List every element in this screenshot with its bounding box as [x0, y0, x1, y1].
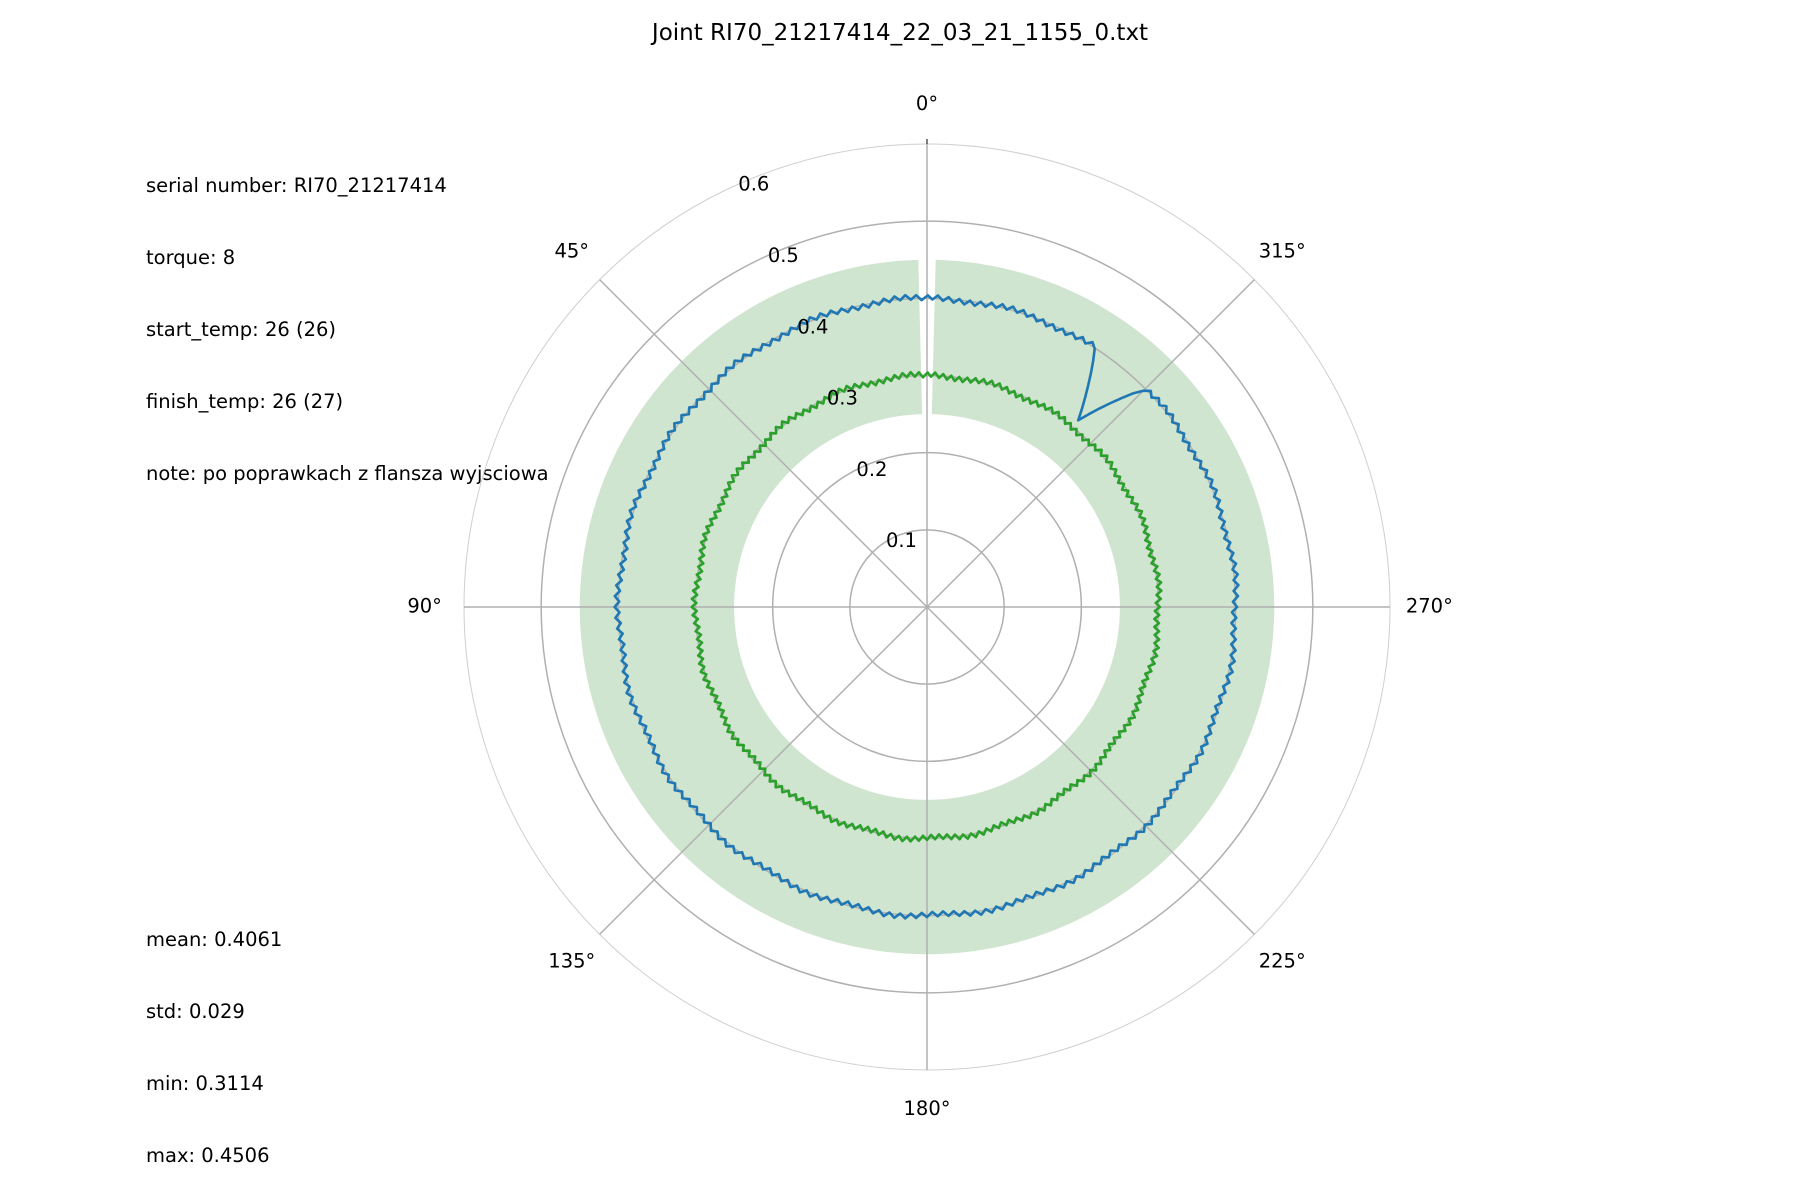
max-text: max: 0.4506 [146, 1144, 270, 1167]
angular-gridline [926, 279, 1255, 608]
note-text: note: po poprawkach z flansza wyjsciowa [146, 462, 549, 485]
radial-tick-label: 0.4 [797, 315, 828, 338]
theta-tick-label: 180° [904, 1097, 951, 1120]
info-panel-top: serial number: RI70_21217414 torque: 8 s… [146, 126, 549, 510]
theta-tick-label: 225° [1259, 950, 1306, 973]
theta-tick-label: 90° [407, 595, 442, 618]
polar-grid [463, 143, 1391, 1071]
radial-tick-label: 0.5 [768, 244, 799, 267]
serial-number-text: serial number: RI70_21217414 [146, 174, 447, 197]
theta-tick-label: 315° [1259, 239, 1306, 262]
theta-tick-label: 0° [916, 92, 938, 115]
series-green-line [690, 370, 1163, 843]
tick-labels: 0° 45° 90° 135° 180° 225° 270° 315° 0.1 0.2 0.3 0.4… [407, 92, 1452, 1120]
torque-text: torque: 8 [146, 246, 236, 269]
angular-gridline [599, 279, 928, 608]
finish-temp-text: finish_temp: 26 (27) [146, 390, 344, 413]
theta-tick-label: 270° [1406, 595, 1453, 618]
mean-text: mean: 0.4061 [146, 928, 283, 951]
radial-tick-label: 0.3 [827, 387, 858, 410]
stats-panel: mean: 0.4061 std: 0.029 min: 0.3114 max:… [146, 880, 282, 1192]
chart-title: Joint RI70_21217414_22_03_21_1155_0.txt [651, 20, 1149, 46]
angular-gridline [599, 606, 928, 935]
series-layer [613, 293, 1240, 920]
start-temp-text: start_temp: 26 (26) [146, 318, 336, 341]
std-text: std: 0.029 [146, 1000, 245, 1023]
radial-tick-label: 0.1 [886, 529, 917, 552]
min-text: min: 0.3114 [146, 1072, 264, 1095]
radial-tick-label: 0.6 [738, 173, 769, 196]
radial-tick-label: 0.2 [856, 458, 887, 481]
theta-tick-label: 45° [554, 239, 589, 262]
theta-tick-label: 135° [548, 950, 595, 973]
series-blue-line [613, 293, 1240, 920]
